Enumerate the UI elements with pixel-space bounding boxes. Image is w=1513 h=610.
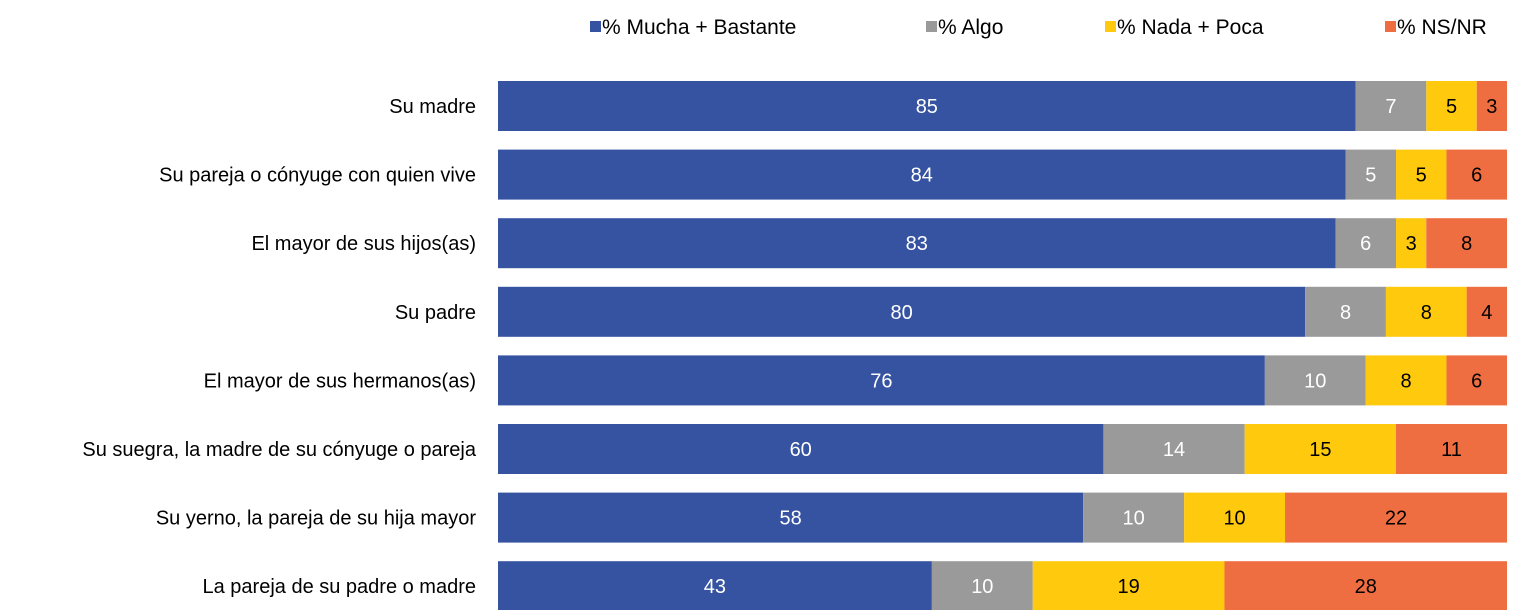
data-label: 10 xyxy=(1304,370,1326,392)
data-label: 19 xyxy=(1118,576,1140,598)
legend-swatch-mucha-bastante xyxy=(590,21,601,32)
data-label: 3 xyxy=(1406,233,1417,255)
legend-swatch-algo xyxy=(926,21,937,32)
bar-segment-algo xyxy=(1103,424,1245,474)
bar-segment-algo xyxy=(1264,355,1366,406)
category-label: Su madre xyxy=(389,96,476,118)
data-label: 85 xyxy=(916,96,938,118)
category-labels: Su madre Su pareja o cónyuge con quien vi… xyxy=(82,96,476,598)
bar-segment-mucha-bastante xyxy=(498,424,1104,474)
data-label: 6 xyxy=(1471,370,1482,392)
data-label: 8 xyxy=(1401,370,1412,392)
bar-segment-nada-poca xyxy=(1385,286,1467,337)
bar-segment-ns-nr xyxy=(1446,149,1507,200)
bar-segment-ns-nr xyxy=(1224,561,1507,610)
data-label: 15 xyxy=(1309,439,1331,461)
bar-segment-ns-nr xyxy=(1446,355,1507,406)
data-label: 8 xyxy=(1421,302,1432,324)
data-label: 58 xyxy=(779,508,801,530)
bar-segment-algo xyxy=(1355,81,1427,131)
data-label: 10 xyxy=(971,576,993,598)
bar-segment-mucha-bastante xyxy=(498,561,932,610)
data-label: 84 xyxy=(911,165,933,187)
legend: % Mucha + Bastante % Algo % Nada + Poca % N… xyxy=(590,16,1487,39)
bar-segment-mucha-bastante xyxy=(498,286,1306,337)
data-label: 11 xyxy=(1441,439,1462,461)
bar-segment-nada-poca xyxy=(1365,355,1447,406)
bar-segment-ns-nr xyxy=(1285,492,1507,543)
bar-segment-algo xyxy=(1305,286,1386,337)
bar-segment-mucha-bastante xyxy=(498,492,1084,543)
legend-label-mucha-bastante: % Mucha + Bastante xyxy=(602,16,796,39)
bar-segment-ns-nr xyxy=(1396,424,1507,474)
bar-segment-mucha-bastante xyxy=(498,81,1356,131)
data-label: 80 xyxy=(890,302,912,324)
legend-swatch-ns-nr xyxy=(1385,21,1396,32)
bar-segment-mucha-bastante xyxy=(498,149,1346,200)
data-label: 10 xyxy=(1123,508,1145,530)
data-label: 5 xyxy=(1446,96,1457,118)
bar-segment-algo xyxy=(931,561,1033,610)
data-label: 76 xyxy=(870,370,892,392)
data-label: 10 xyxy=(1223,508,1245,530)
data-label: 43 xyxy=(704,576,726,598)
data-label: 6 xyxy=(1471,165,1482,187)
data-label: 8 xyxy=(1340,302,1351,324)
bars xyxy=(498,81,1507,610)
data-label: 3 xyxy=(1486,96,1497,118)
bar-segment-ns-nr xyxy=(1466,286,1507,337)
bar-segment-ns-nr xyxy=(1426,218,1507,269)
data-label: 5 xyxy=(1365,165,1376,187)
bar-segment-algo xyxy=(1335,218,1397,269)
bar-segment-mucha-bastante xyxy=(498,218,1336,269)
legend-swatch-nada-poca xyxy=(1105,21,1116,32)
data-label: 5 xyxy=(1416,165,1427,187)
data-label: 6 xyxy=(1360,233,1371,255)
data-label: 60 xyxy=(790,439,812,461)
category-label: La pareja de su padre o madre xyxy=(202,576,476,598)
category-label: Su padre xyxy=(395,302,476,324)
legend-label-algo: % Algo xyxy=(938,16,1003,39)
data-label: 14 xyxy=(1163,439,1185,461)
data-label: 22 xyxy=(1385,508,1407,530)
bar-segment-nada-poca xyxy=(1396,149,1447,200)
bar-segment-nada-poca xyxy=(1184,492,1286,543)
bar-segment-algo xyxy=(1345,149,1397,200)
data-label: 4 xyxy=(1481,302,1492,324)
bar-segment-algo xyxy=(1083,492,1185,543)
bar-segment-ns-nr xyxy=(1476,81,1507,131)
category-label: El mayor de sus hermanos(as) xyxy=(204,370,476,392)
bar-segment-nada-poca xyxy=(1396,218,1427,269)
bar-segment-nada-poca xyxy=(1032,561,1225,610)
category-label: Su pareja o cónyuge con quien vive xyxy=(159,165,476,187)
category-label: El mayor de sus hijos(as) xyxy=(251,233,476,255)
category-label: Su suegra, la madre de su cónyuge o pare… xyxy=(82,439,476,461)
data-label: 28 xyxy=(1355,576,1377,598)
category-label: Su yerno, la pareja de su hija mayor xyxy=(156,508,477,530)
data-label: 8 xyxy=(1461,233,1472,255)
bar-segment-nada-poca xyxy=(1244,424,1397,474)
bar-segment-nada-poca xyxy=(1426,81,1477,131)
bar-segment-mucha-bastante xyxy=(498,355,1265,406)
data-label: 7 xyxy=(1385,96,1396,118)
data-label: 83 xyxy=(906,233,928,255)
legend-label-nada-poca: % Nada + Poca xyxy=(1117,16,1264,39)
legend-label-ns-nr: % NS/NR xyxy=(1397,16,1487,39)
